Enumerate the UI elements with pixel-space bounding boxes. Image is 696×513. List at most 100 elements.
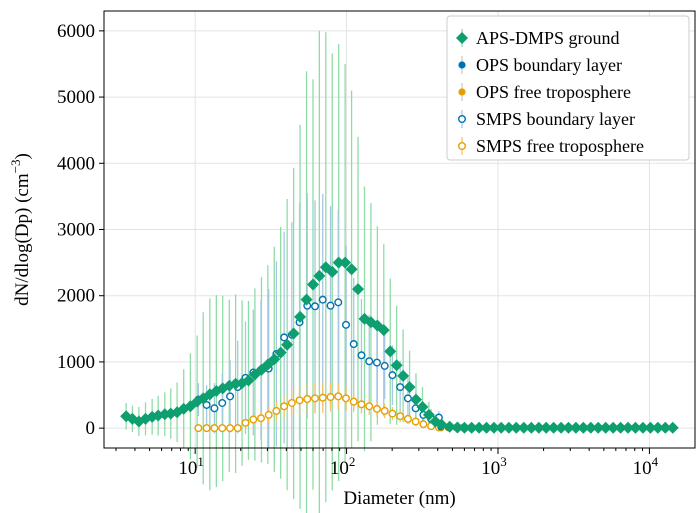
data-point-diamond xyxy=(607,421,620,434)
data-point-diamond xyxy=(540,421,553,434)
x-tick-label: 104 xyxy=(633,454,659,479)
legend-label: APS-DMPS ground xyxy=(476,28,620,48)
data-point-diamond xyxy=(352,283,365,296)
data-point-open-circle xyxy=(280,333,289,342)
data-point-open-circle xyxy=(311,394,320,403)
data-point-open-circle xyxy=(272,406,281,415)
data-point-diamond xyxy=(525,421,538,434)
data-point-open-circle xyxy=(419,420,428,429)
legend-label: SMPS free troposphere xyxy=(476,136,644,156)
data-point-open-circle xyxy=(256,414,265,423)
data-point-diamond xyxy=(397,369,410,382)
data-point-diamond xyxy=(644,421,657,434)
x-axis-label: Diameter (nm) xyxy=(343,488,455,509)
data-point-diamond xyxy=(495,421,508,434)
legend-entry: OPS boundary layer xyxy=(458,55,622,75)
data-point-open-circle xyxy=(218,398,227,407)
x-tick-label: 103 xyxy=(481,454,507,479)
error-bars xyxy=(125,30,443,513)
data-point-diamond xyxy=(629,421,642,434)
data-point-diamond xyxy=(487,421,500,434)
data-point-open-circle xyxy=(396,383,405,392)
data-point-diamond xyxy=(281,338,294,351)
y-tick-label: 3000 xyxy=(57,220,95,241)
legend-label: OPS boundary layer xyxy=(476,55,622,75)
data-point-diamond xyxy=(390,359,403,372)
y-axis-label-main: dN/dlog(Dp) (cm xyxy=(12,173,33,306)
data-point-open-circle xyxy=(249,415,258,424)
data-point-open-circle xyxy=(326,393,335,402)
data-point-open-circle xyxy=(311,302,320,311)
y-axis-label-superscript: −3 xyxy=(8,160,23,174)
data-point-diamond xyxy=(599,421,612,434)
data-point-diamond xyxy=(443,420,456,433)
data-point-open-circle xyxy=(372,358,381,367)
legend-entry: OPS free troposphere xyxy=(458,82,631,102)
y-tick-label: 2000 xyxy=(57,286,95,307)
data-point-diamond xyxy=(300,293,313,306)
legend: APS-DMPS ground OPS boundary layer OPS fre… xyxy=(446,15,690,161)
x-tick-label: 102 xyxy=(330,454,356,479)
data-point-diamond xyxy=(410,393,423,406)
legend-label: SMPS boundary layer xyxy=(476,109,635,129)
data-point-open-circle xyxy=(365,402,374,411)
data-point-open-circle xyxy=(365,357,374,366)
legend-entry: SMPS boundary layer xyxy=(458,109,635,129)
data-point-open-circle xyxy=(396,412,405,421)
data-point-open-circle xyxy=(334,298,343,307)
data-point-open-circle xyxy=(303,395,312,404)
data-point-open-circle xyxy=(458,114,467,123)
data-point-open-circle xyxy=(388,409,397,418)
data-point-circle xyxy=(458,61,466,69)
data-point-diamond xyxy=(287,327,300,340)
data-point-diamond xyxy=(306,278,319,291)
data-point-open-circle xyxy=(318,393,327,402)
tick-labels: 0 1000 2000 3000 4000 5000 6000 101 102 103 104 xyxy=(57,21,659,479)
data-point-diamond xyxy=(384,345,397,358)
data-point-open-circle xyxy=(341,394,350,403)
data-point-open-circle xyxy=(233,424,242,433)
data-point-diamond xyxy=(242,374,255,387)
series-3 xyxy=(194,295,443,423)
y-axis-label-close: ) xyxy=(12,153,33,159)
data-point-open-circle xyxy=(357,400,366,409)
data-point-open-circle xyxy=(202,400,211,409)
data-point-diamond xyxy=(510,421,523,434)
y-axis-label: dN/dlog(Dp) (cm−3) xyxy=(8,153,33,306)
data-point-diamond xyxy=(555,421,568,434)
y-tick-label: 0 xyxy=(86,418,96,439)
data-point-diamond xyxy=(614,421,627,434)
data-point-diamond xyxy=(416,400,429,413)
data-point-open-circle xyxy=(341,320,350,329)
data-point-diamond xyxy=(621,421,634,434)
data-point-open-circle xyxy=(194,424,203,433)
data-point-diamond xyxy=(377,324,390,337)
data-point-diamond xyxy=(636,421,649,434)
data-point-diamond xyxy=(659,421,672,434)
data-markers xyxy=(120,256,679,434)
legend-entry: APS-DMPS ground xyxy=(456,28,620,48)
data-point-open-circle xyxy=(372,404,381,413)
axis-ticks xyxy=(99,30,650,454)
data-point-diamond xyxy=(666,421,679,434)
y-tick-label: 5000 xyxy=(57,87,95,108)
data-point-open-circle xyxy=(411,417,420,426)
data-point-open-circle xyxy=(349,397,358,406)
data-point-diamond xyxy=(517,421,530,434)
y-tick-label: 6000 xyxy=(57,21,95,42)
data-point-diamond xyxy=(458,421,471,434)
data-point-diamond xyxy=(274,346,287,359)
data-point-open-circle xyxy=(210,424,219,433)
data-point-diamond xyxy=(584,421,597,434)
data-point-diamond xyxy=(326,265,339,278)
data-point-diamond xyxy=(577,421,590,434)
data-point-open-circle xyxy=(357,351,366,360)
data-point-diamond xyxy=(294,310,307,323)
data-point-diamond xyxy=(532,421,545,434)
data-point-open-circle xyxy=(403,394,412,403)
data-point-diamond xyxy=(465,421,478,434)
data-point-open-circle xyxy=(295,396,304,405)
data-point-open-circle xyxy=(210,404,219,413)
data-point-diamond xyxy=(268,353,281,366)
data-point-diamond xyxy=(547,421,560,434)
